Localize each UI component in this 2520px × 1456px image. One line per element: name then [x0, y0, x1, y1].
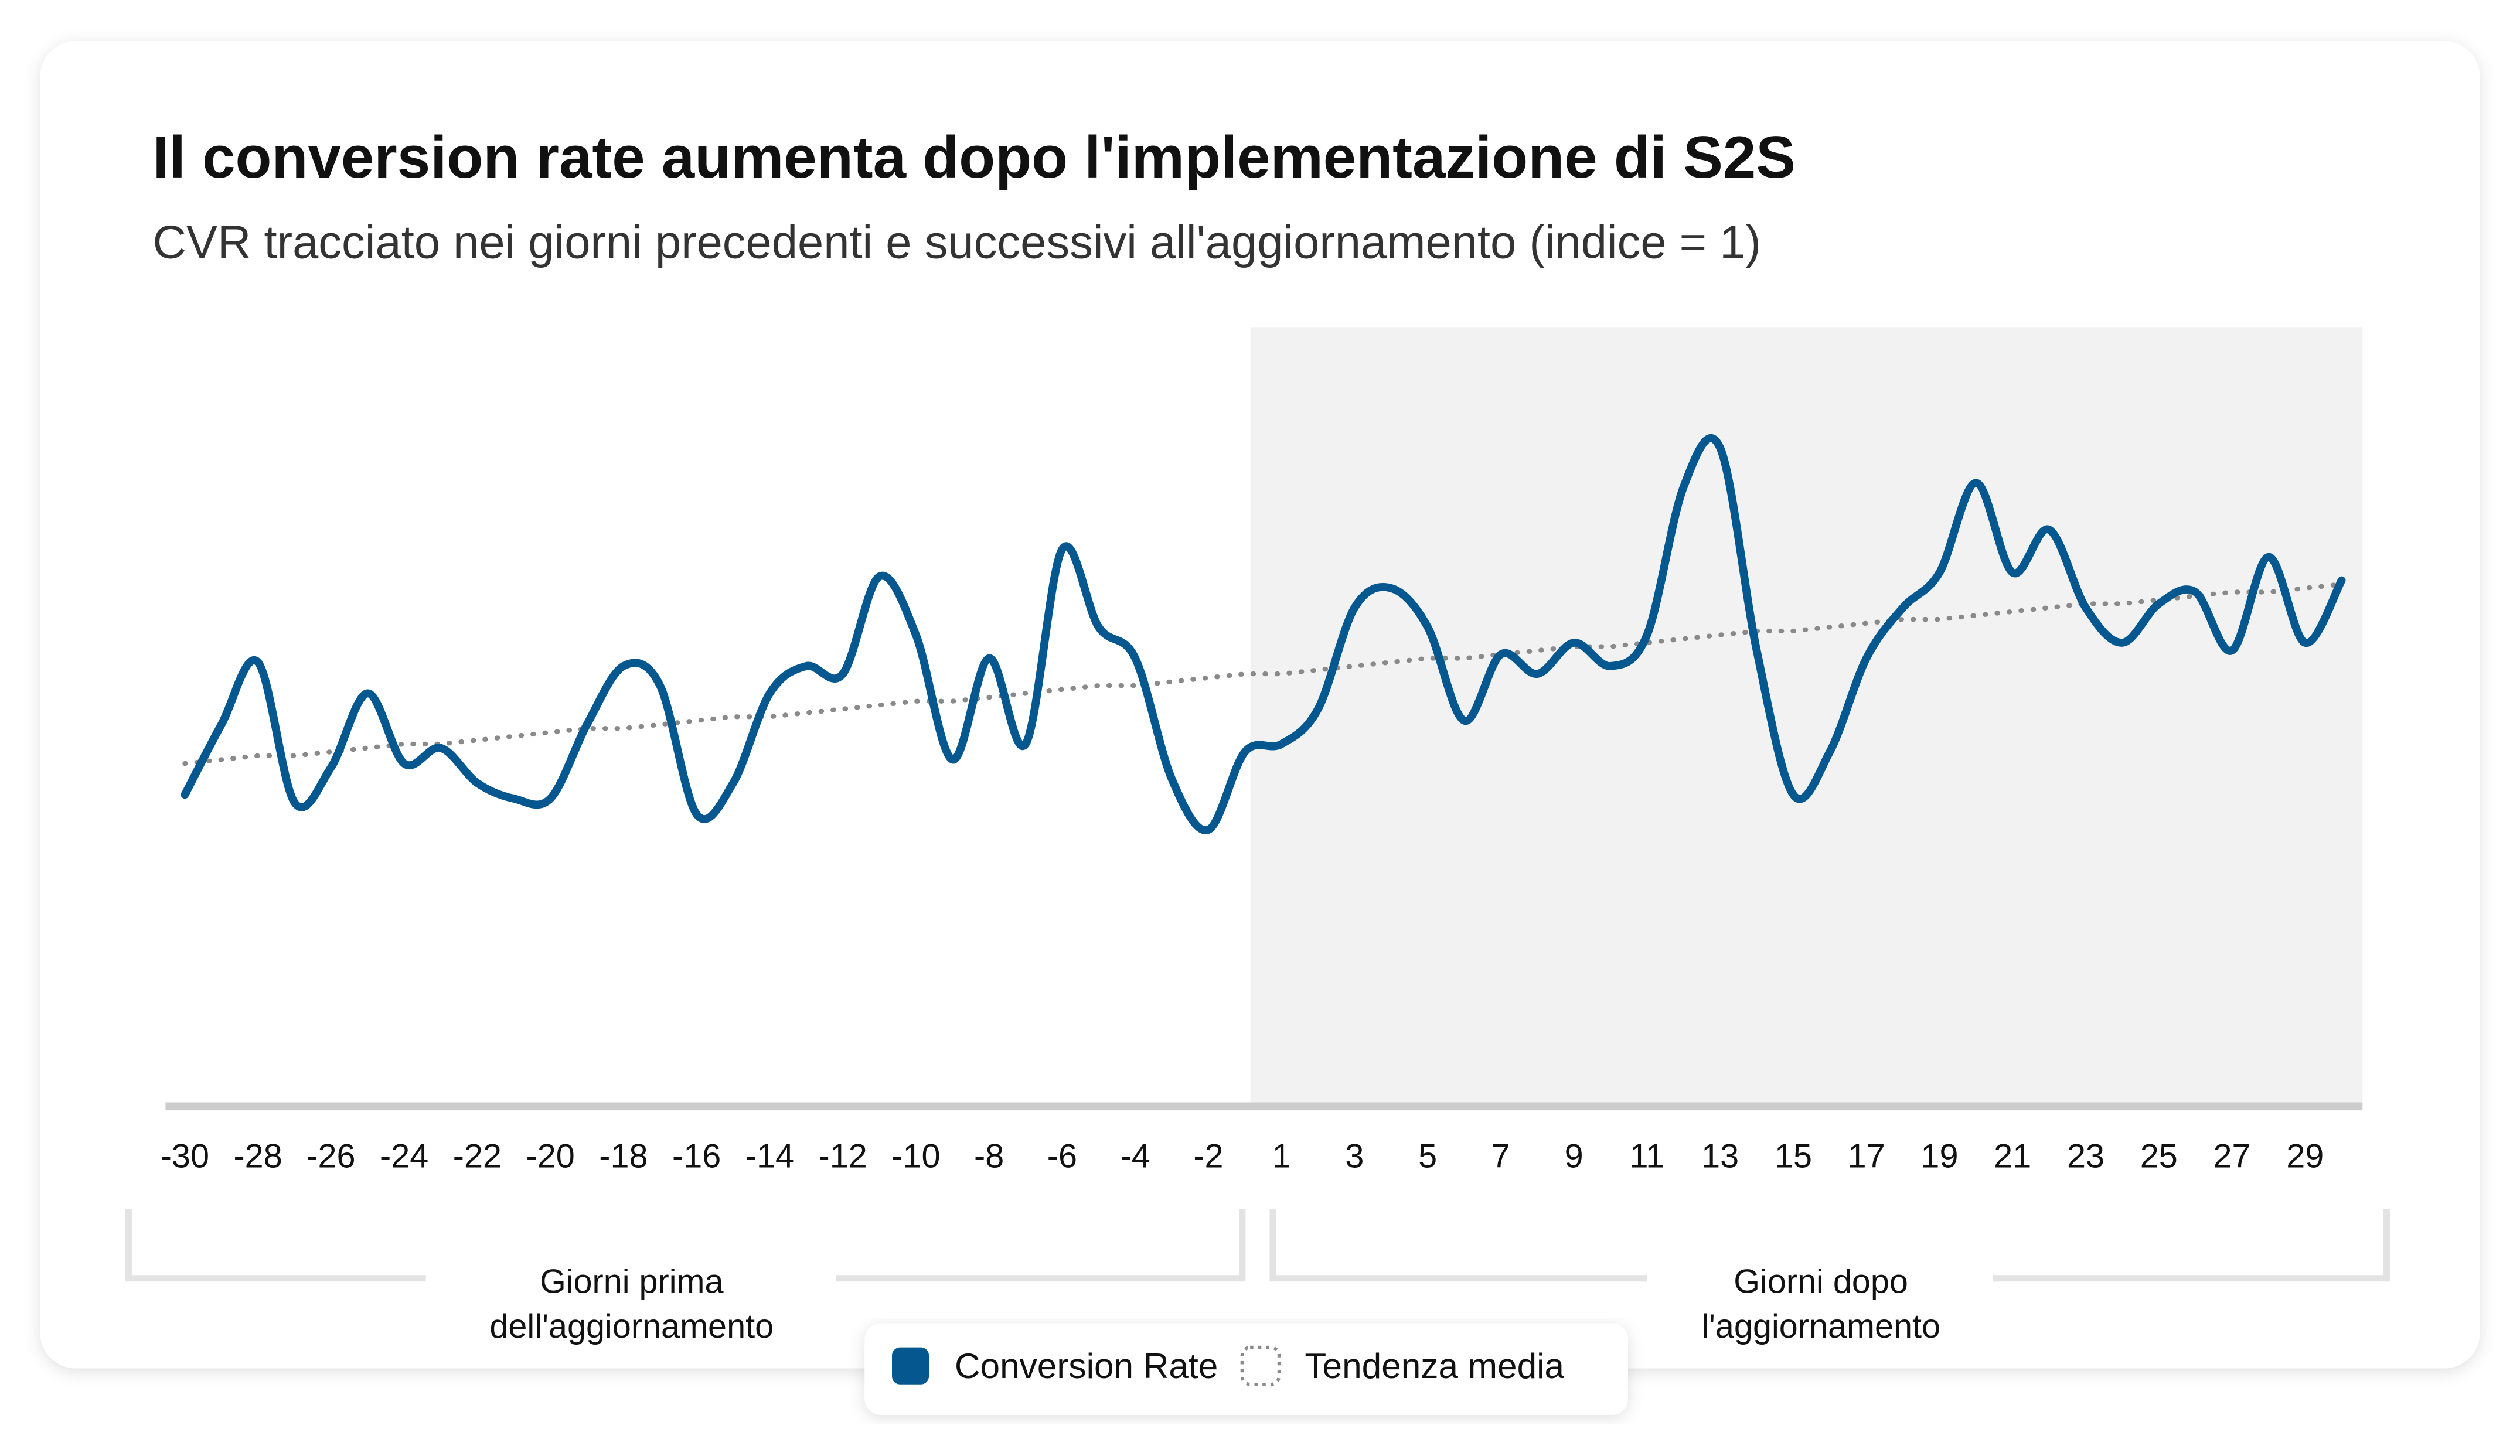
data-line	[181, 434, 2346, 834]
x-tick-label: -26	[307, 1138, 355, 1175]
x-tick-label: 5	[1418, 1138, 1437, 1175]
x-tick-label: 15	[1775, 1138, 1812, 1175]
x-tick-label: 1	[1272, 1138, 1291, 1175]
x-tick-label: 17	[1848, 1138, 1885, 1175]
x-tick-label: 9	[1565, 1138, 1583, 1175]
x-tick-label: -22	[453, 1138, 502, 1175]
legend-swatch	[892, 1347, 929, 1385]
x-tick-label: 13	[1701, 1138, 1739, 1175]
group-label: Giorni dopo	[1734, 1263, 1908, 1300]
trend-line	[182, 582, 2344, 766]
x-tick-label: 23	[2067, 1138, 2104, 1175]
x-tick-label: 25	[2140, 1138, 2178, 1175]
bracket-after	[1269, 1209, 2390, 1282]
group-brackets	[125, 1209, 2390, 1282]
x-tick-label: 21	[1994, 1138, 2031, 1175]
x-tick-label: -12	[819, 1138, 867, 1175]
x-tick-label: 27	[2213, 1138, 2250, 1175]
x-tick-label: -18	[599, 1138, 648, 1175]
legend-label: Conversion Rate	[955, 1346, 1218, 1386]
x-tick-label: -24	[380, 1138, 428, 1175]
x-tick-label: -2	[1193, 1138, 1223, 1175]
group-label: l'aggiornamento	[1701, 1308, 1940, 1345]
x-tick-label: -10	[891, 1138, 940, 1175]
x-tick-label: -20	[526, 1138, 575, 1175]
legend-swatch	[1240, 1345, 1281, 1386]
chart-subtitle: CVR tracciato nei giorni precedenti e su…	[153, 216, 1761, 268]
x-tick-label: -28	[234, 1138, 282, 1175]
x-tick-label: -14	[745, 1138, 794, 1175]
x-tick-label: 19	[1920, 1138, 1958, 1175]
x-tick-label: -6	[1047, 1138, 1077, 1175]
legend-box	[864, 1323, 1628, 1415]
x-tick-label: -30	[161, 1138, 209, 1175]
chart-title: Il conversion rate aumenta dopo l'implem…	[153, 124, 1796, 190]
x-tick-label: 3	[1345, 1138, 1364, 1175]
x-tick-label: 29	[2286, 1138, 2324, 1175]
x-tick-label: -4	[1121, 1138, 1150, 1175]
x-tick-label: 11	[1630, 1138, 1665, 1175]
post-period-band	[1250, 327, 2363, 1107]
x-tick-label: 7	[1491, 1138, 1510, 1175]
bracket-before	[125, 1209, 1246, 1282]
legend-label: Tendenza media	[1305, 1346, 1564, 1386]
group-label: dell'aggiornamento	[489, 1308, 774, 1345]
x-tick-label: -16	[672, 1138, 721, 1175]
group-label: Giorni prima	[540, 1263, 724, 1300]
x-tick-label: -8	[974, 1138, 1004, 1175]
